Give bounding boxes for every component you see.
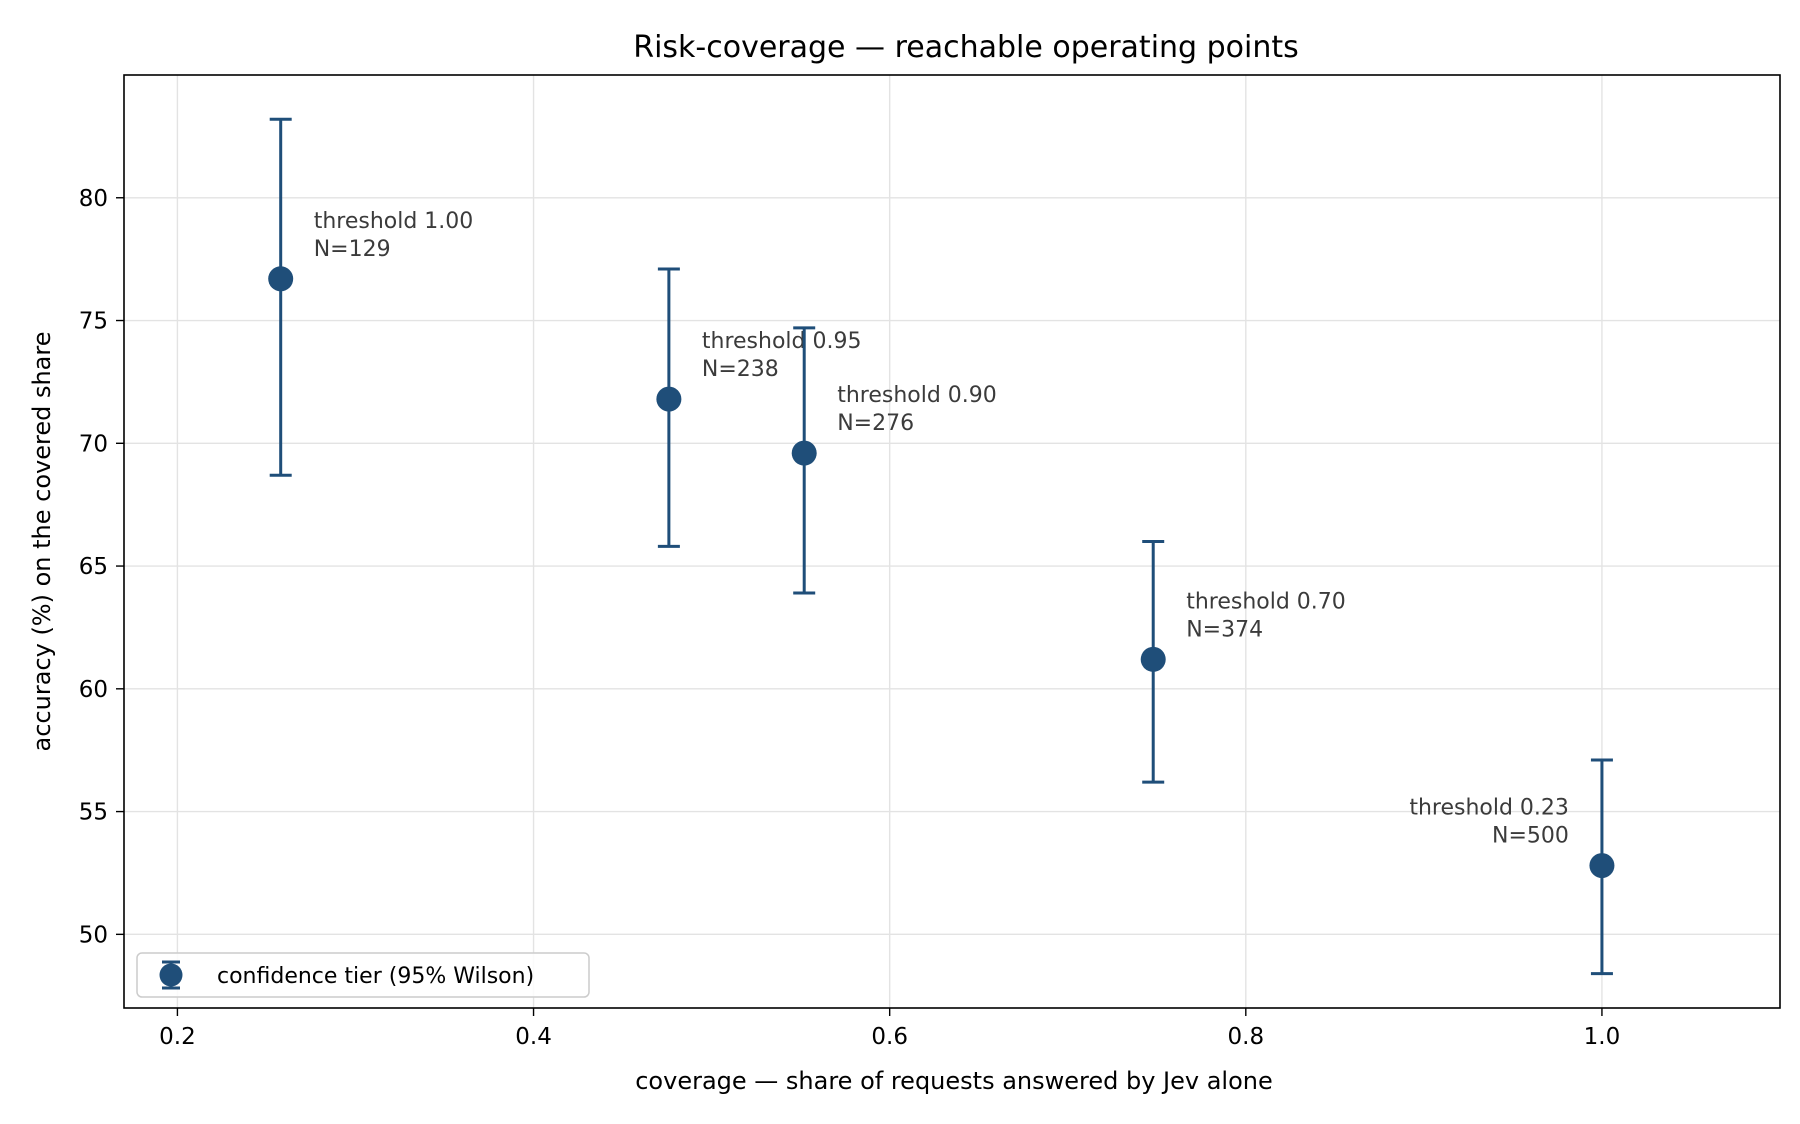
y-axis-label: accuracy (%) on the covered share (28, 332, 56, 752)
data-point-marker (1140, 646, 1166, 672)
legend-entry-label: confidence tier (95% Wilson) (217, 964, 534, 989)
y-tick-label: 70 (79, 431, 108, 457)
data-point-group: threshold 0.23 N=500 (1409, 758, 1615, 976)
point-threshold-label: threshold 0.90 (837, 383, 997, 408)
data-point-marker (791, 440, 817, 466)
data-point-marker (656, 386, 682, 412)
x-tick-label: 0.6 (871, 1024, 908, 1050)
point-threshold-label: threshold 0.23 (1409, 796, 1569, 821)
axis-layer: 0.2 0.4 0.6 0.8 1.0 50 55 60 65 70 75 80 (79, 186, 1621, 1050)
plot-frame (123, 74, 1781, 1009)
legend-box (136, 952, 590, 998)
point-n-label: N=276 (837, 411, 914, 436)
legend-marker (159, 960, 183, 990)
data-point-group: threshold 1.00 N=129 (268, 117, 474, 477)
y-tick-label: 75 (79, 309, 108, 335)
point-threshold-label: threshold 0.95 (702, 329, 862, 354)
y-tick-label: 65 (79, 554, 108, 580)
legend-marker-dot (159, 963, 183, 987)
legend: confidence tier (95% Wilson) (136, 952, 590, 998)
x-tick-label: 0.8 (1228, 1024, 1265, 1050)
data-point-marker (1589, 853, 1615, 879)
point-n-label: N=129 (314, 237, 391, 262)
x-tick-label: 0.4 (515, 1024, 552, 1050)
data-point-group: threshold 0.90 N=276 (791, 326, 997, 595)
data-point-group: threshold 0.70 N=374 (1140, 540, 1346, 784)
point-n-label: N=374 (1186, 617, 1263, 642)
y-tick-label: 80 (79, 186, 108, 212)
x-tick-label: 0.2 (159, 1024, 196, 1050)
point-n-label: N=238 (702, 357, 779, 382)
point-n-label: N=500 (1492, 824, 1569, 849)
data-point-marker (268, 266, 294, 292)
point-threshold-label: threshold 0.70 (1186, 589, 1346, 614)
x-tick-label: 1.0 (1584, 1024, 1621, 1050)
point-threshold-label: threshold 1.00 (314, 209, 474, 234)
x-axis-label: coverage — share of requests answered by… (635, 1067, 1273, 1095)
y-tick-label: 50 (79, 922, 108, 948)
y-tick-label: 60 (79, 677, 108, 703)
y-tick-label: 55 (79, 800, 108, 826)
grid-layer (124, 75, 1780, 1008)
data-point-group: threshold 0.95 N=238 (656, 267, 862, 548)
chart-title: Risk-coverage — reachable operating poin… (633, 30, 1299, 65)
